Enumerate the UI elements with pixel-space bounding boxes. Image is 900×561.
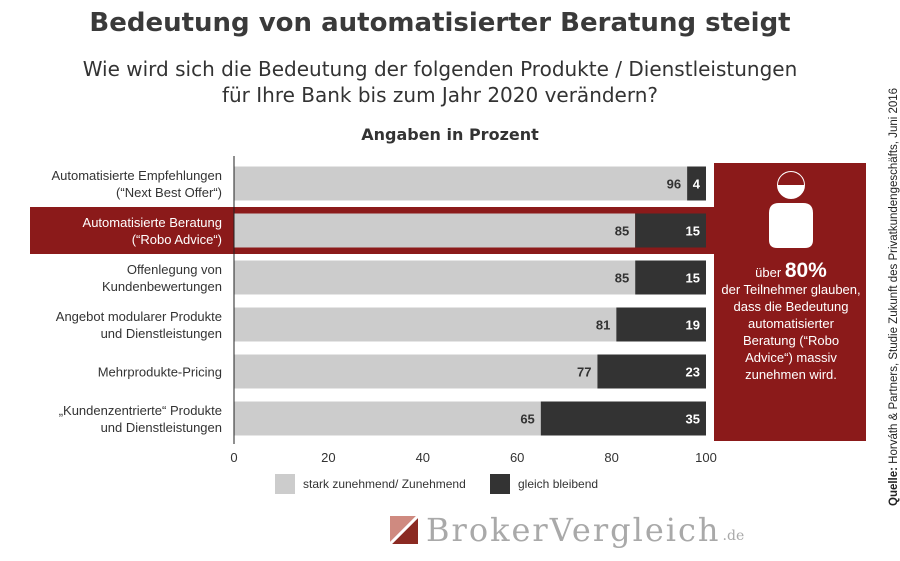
category-label-5: „Kundenzentrierte“ Produkte und Dienstlei…: [59, 403, 222, 435]
legend-swatch-0: [275, 474, 295, 494]
x-tick-label-4: 80: [604, 450, 618, 465]
logo-text: BrokerVergleich: [426, 511, 721, 549]
logo-mark-icon: [390, 516, 418, 544]
bar-series-2-1: [635, 213, 706, 248]
x-tick-label-3: 60: [510, 450, 524, 465]
data-label-series-1-5: 65: [520, 412, 534, 427]
bar-series-1-3: [234, 307, 617, 342]
data-label-series-1-1: 85: [615, 224, 629, 239]
legend-swatch-1: [490, 474, 510, 494]
data-label-series-1-2: 85: [615, 271, 629, 286]
chart-title: Bedeutung von automatisierter Beratung s…: [89, 8, 791, 38]
chart-inner-title: Angaben in Prozent: [361, 125, 539, 144]
category-label-2: Offenlegung von Kundenbewertungen: [102, 262, 222, 294]
legend-label-1: gleich bleibend: [518, 477, 598, 491]
category-label-1: Automatisierte Beratung (“Robo Advice“): [83, 215, 222, 247]
bar-series-2-2: [635, 260, 706, 295]
data-label-series-1-4: 77: [577, 365, 591, 380]
person-icon: [769, 171, 813, 248]
bar-series-1-1: [234, 213, 636, 248]
bar-series-1-0: [234, 166, 688, 201]
subtitle-line-1: Wie wird sich die Bedeutung der folgende…: [82, 57, 798, 81]
bar-series-2-5: [540, 401, 706, 436]
subtitle-line-2: für Ihre Bank bis zum Jahr 2020 veränder…: [221, 83, 659, 107]
callout-percentage: 80%: [784, 259, 827, 282]
callout-body: der Teilnehmer glauben, dass die Bedeutu…: [721, 282, 861, 382]
data-label-series-1-3: 81: [596, 318, 610, 333]
bar-series-2-0: [687, 166, 706, 201]
bar-series-1-4: [234, 354, 598, 389]
data-label-series-1-0: 96: [667, 177, 681, 192]
source-note: Quelle: Horváth & Partners, Studie Zukun…: [888, 88, 900, 506]
bar-series-2-3: [616, 307, 706, 342]
data-label-series-2-2: 15: [686, 271, 700, 286]
data-label-series-2-3: 19: [686, 318, 700, 333]
data-label-series-2-5: 35: [686, 412, 700, 427]
source-text: Horváth & Partners, Studie Zukunft des P…: [888, 87, 900, 464]
logo-tld: .de: [722, 528, 745, 544]
category-label-3: Angebot modularer Produkte und Dienstleis…: [56, 309, 222, 341]
x-tick-label-1: 20: [321, 450, 335, 465]
callout-text: über 80% der Teilnehmer glauben, dass di…: [720, 259, 862, 383]
bar-series-1-5: [234, 401, 541, 436]
data-label-series-2-4: 23: [686, 365, 700, 380]
chart-subtitle: Wie wird sich die Bedeutung der folgende…: [30, 56, 850, 108]
x-tick-label-0: 0: [230, 450, 237, 465]
category-label-0: Automatisierte Empfehlungen (“Next Best O…: [51, 168, 222, 200]
data-label-series-2-1: 15: [686, 224, 700, 239]
source-label: Quelle:: [888, 467, 900, 506]
legend-label-0: stark zunehmend/ Zunehmend: [303, 477, 466, 491]
bar-series-2-4: [597, 354, 706, 389]
x-tick-label-5: 100: [695, 450, 717, 465]
category-label-4: Mehrprodukte-Pricing: [98, 365, 222, 380]
brand-logo: BrokerVergleich .de: [390, 508, 744, 552]
data-label-series-2-0: 4: [693, 177, 701, 192]
bar-series-1-2: [234, 260, 636, 295]
x-tick-label-2: 40: [416, 450, 430, 465]
callout-pre: über: [755, 265, 782, 280]
